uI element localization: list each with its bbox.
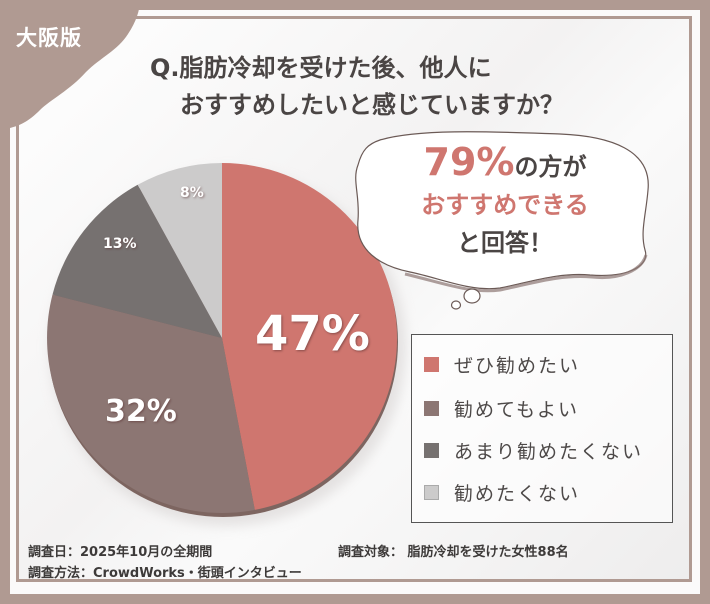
callout-line-1: 79%の方が bbox=[360, 143, 650, 186]
callout-line-3: と回答！ bbox=[457, 229, 553, 257]
survey-target: 調査対象： 脂肪冷却を受けた女性88名 bbox=[338, 545, 569, 560]
survey-date: 調査日：2025年10月の全期間 bbox=[28, 545, 213, 560]
slice-not-really-recommend bbox=[52, 184, 222, 338]
legend-label: 勧めたくない bbox=[454, 482, 581, 505]
legend-label: あまり勧めたくない bbox=[454, 440, 644, 463]
survey-method: 調査方法：CrowdWorks・街頭インタビュー bbox=[28, 566, 302, 581]
region-badge-shape bbox=[0, 0, 140, 130]
question-line-1: Q.脂肪冷却を受けた後、他人に bbox=[150, 54, 492, 82]
chart-legend: ぜひ勧めたい 勧めてもよい あまり勧めたくない 勧めたくない bbox=[411, 334, 673, 523]
callout-text: 79%の方が おすすめできる と回答！ bbox=[360, 143, 650, 262]
legend-label: ぜひ勧めたい bbox=[454, 354, 581, 377]
legend-swatch bbox=[424, 442, 439, 458]
slice-strongly-recommend bbox=[222, 163, 398, 510]
slice-label-13: 13% bbox=[103, 236, 137, 252]
slice-may-recommend bbox=[47, 294, 255, 513]
legend-swatch bbox=[424, 356, 439, 372]
question-title: Q.脂肪冷却を受けた後、他人に おすすめしたいと感じていますか？ bbox=[150, 50, 564, 124]
callout-line-2: おすすめできる bbox=[421, 191, 589, 219]
legend-item-not-recommend: 勧めたくない bbox=[424, 481, 581, 505]
legend-swatch bbox=[424, 484, 439, 500]
legend-swatch bbox=[424, 400, 439, 416]
callout-percent: 79% bbox=[423, 140, 515, 184]
region-badge: 大阪版 bbox=[16, 26, 82, 50]
legend-item-strongly-recommend: ぜひ勧めたい bbox=[424, 353, 581, 377]
slice-label-8: 8% bbox=[180, 185, 204, 201]
callout-line-1-suffix: の方が bbox=[514, 153, 587, 181]
question-line-2: おすすめしたいと感じていますか？ bbox=[180, 91, 564, 119]
slice-label-47: 47% bbox=[255, 306, 370, 362]
legend-item-not-really-recommend: あまり勧めたくない bbox=[424, 439, 644, 463]
slice-not-recommend bbox=[137, 163, 222, 338]
slice-label-32: 32% bbox=[105, 394, 177, 429]
legend-item-may-recommend: 勧めてもよい bbox=[424, 397, 580, 421]
legend-label: 勧めてもよい bbox=[454, 398, 580, 421]
